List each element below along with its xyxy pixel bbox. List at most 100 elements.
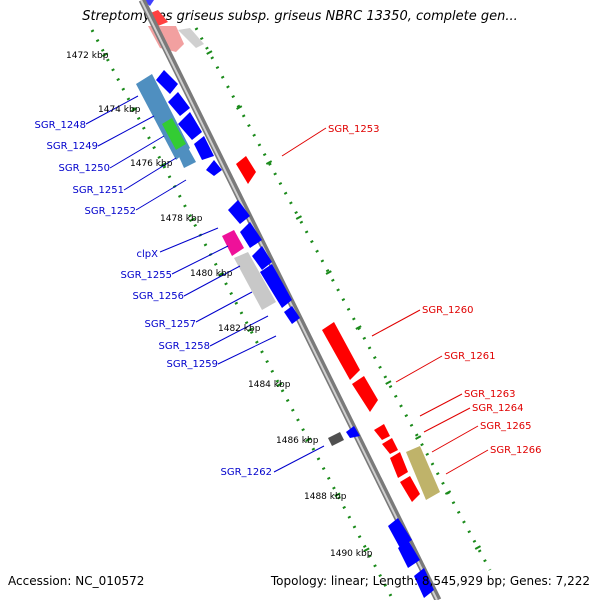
scale-label: 1472 kbp [66, 51, 109, 61]
gene-SGR_1263-block[interactable] [374, 424, 390, 440]
gene-blue-h[interactable] [346, 426, 360, 438]
gene-SGR_1264-block[interactable] [382, 438, 398, 454]
gene-SGR_1266-red-block[interactable] [400, 476, 420, 502]
leader-SGR_1248 [85, 95, 139, 125]
gene-SGR_1262-block[interactable] [328, 432, 344, 446]
scale-dots-outer [194, 27, 492, 571]
gene-SGR_1266-block[interactable] [406, 446, 440, 500]
leader-SGR_1251 [123, 157, 177, 191]
gene-label-SGR_1265[interactable]: SGR_1265 [480, 421, 532, 432]
gene-blue-a[interactable] [156, 70, 178, 94]
forward-strand-genes [236, 156, 440, 502]
scale-tick [265, 160, 273, 165]
scale-tick [295, 215, 302, 220]
gene-label-SGR_1256[interactable]: SGR_1256 [133, 291, 185, 302]
gene-label-SGR_1251[interactable]: SGR_1251 [73, 185, 125, 196]
scale-label: 1480 kbp [190, 269, 233, 279]
gene-SGR_1253-block[interactable] [236, 156, 256, 184]
leader-SGR_1262 [273, 445, 325, 473]
leader-SGR_1256 [183, 265, 241, 297]
gene-SGR_1249-block[interactable] [162, 118, 186, 150]
gene-label-clpX[interactable]: clpX [137, 249, 159, 260]
scale-tick [325, 270, 332, 275]
forward-label-lines [281, 127, 489, 475]
scale-label: 1486 kbp [276, 436, 319, 446]
gene-blue-i[interactable] [388, 518, 412, 548]
scale-tick [355, 325, 362, 330]
scale-labels: 1472 kbp 1474 kbp 1476 kbp 1478 kbp 1480… [66, 51, 373, 559]
gene-SGR_1265-block[interactable] [390, 452, 408, 478]
scale-tick [444, 490, 452, 495]
gene-SGR_1256-block[interactable] [234, 252, 276, 310]
forward-gene-labels: SGR_1253 SGR_1260 SGR_1261 SGR_1263 SGR_… [328, 124, 542, 456]
gene-blue-b[interactable] [168, 92, 190, 116]
gene-label-SGR_1250[interactable]: SGR_1250 [59, 163, 111, 174]
scale-tick [101, 52, 109, 58]
gene-faded-top-red2[interactable] [148, 10, 168, 26]
gene-SGR_1257-block[interactable] [260, 264, 292, 308]
gene-SGR_1258-block[interactable] [284, 306, 300, 324]
scale-tick [363, 547, 370, 553]
leader-SGR_1250 [109, 135, 165, 169]
topology-label: Topology: linear; Length: 8,545,929 bp; … [270, 574, 590, 588]
gene-blue-k[interactable] [414, 568, 434, 598]
gene-SGR_1250-block[interactable] [176, 144, 196, 168]
gene-label-SGR_1255[interactable]: SGR_1255 [121, 270, 173, 281]
gene-clpX-block[interactable] [222, 230, 244, 256]
gene-blue-e[interactable] [228, 200, 250, 224]
scale-tick [415, 435, 422, 440]
leader-SGR_1264 [423, 407, 471, 433]
scale-label: 1488 kbp [304, 492, 347, 502]
gene-SGR_1252-block[interactable] [206, 160, 222, 176]
leader-SGR_1249 [97, 115, 155, 147]
gene-label-SGR_1260[interactable]: SGR_1260 [422, 305, 474, 316]
gene-label-SGR_1252[interactable]: SGR_1252 [85, 206, 137, 217]
gene-blue-g[interactable] [252, 246, 272, 270]
scale-tick [131, 107, 138, 113]
gene-faded-top-grey[interactable] [178, 28, 204, 48]
leader-SGR_1253 [281, 127, 327, 157]
gene-blue-d[interactable] [194, 136, 214, 160]
scale-tick [206, 50, 213, 55]
reverse-strand-genes [136, 70, 434, 598]
leader-SGR_1258 [209, 315, 269, 347]
gene-label-SGR_1258[interactable]: SGR_1258 [159, 341, 211, 352]
scale-tick [385, 380, 392, 385]
scale-label: 1476 kbp [130, 159, 173, 169]
gene-label-SGR_1264[interactable]: SGR_1264 [472, 403, 524, 414]
scale-tick [305, 437, 312, 443]
scale-dots-inner [90, 29, 394, 599]
accession-label: Accession: NC_010572 [8, 574, 145, 588]
gene-label-SGR_1261[interactable]: SGR_1261 [444, 351, 496, 362]
scale-tick [189, 217, 196, 223]
gene-label-SGR_1262[interactable]: SGR_1262 [221, 467, 273, 478]
leader-SGR_1266 [445, 449, 489, 475]
scale-tick [474, 545, 481, 550]
gene-SGR_1260-block[interactable] [322, 322, 360, 380]
gene-label-SGR_1253[interactable]: SGR_1253 [328, 124, 380, 135]
gene-label-SGR_1259[interactable]: SGR_1259 [167, 359, 219, 370]
map-title: Streptomyces griseus subsp. griseus NBRC… [82, 9, 518, 24]
leader-SGR_1257 [195, 291, 253, 323]
scale-tick [218, 272, 225, 278]
scale-label: 1482 kbp [218, 324, 261, 334]
leader-clpX [159, 227, 219, 253]
scale-tick [247, 327, 254, 333]
gene-label-SGR_1263[interactable]: SGR_1263 [464, 389, 516, 400]
scale-label: 1484 kbp [248, 380, 291, 390]
leader-SGR_1255 [171, 245, 229, 275]
reverse-gene-labels: SGR_1248 SGR_1249 SGR_1250 SGR_1251 SGR_… [35, 120, 273, 478]
scale-label: 1478 kbp [160, 214, 203, 224]
gene-blue-j[interactable] [398, 540, 420, 568]
gene-blue-f[interactable] [240, 222, 262, 248]
gene-blue-c[interactable] [178, 112, 202, 140]
gene-label-SGR_1248[interactable]: SGR_1248 [35, 120, 87, 131]
gene-label-SGR_1266[interactable]: SGR_1266 [490, 445, 542, 456]
scale-tick [160, 162, 167, 168]
scale-tick [334, 492, 341, 498]
gene-label-SGR_1257[interactable]: SGR_1257 [145, 319, 197, 330]
gene-label-SGR_1249[interactable]: SGR_1249 [47, 141, 99, 152]
gene-SGR_1261-block[interactable] [352, 376, 378, 412]
